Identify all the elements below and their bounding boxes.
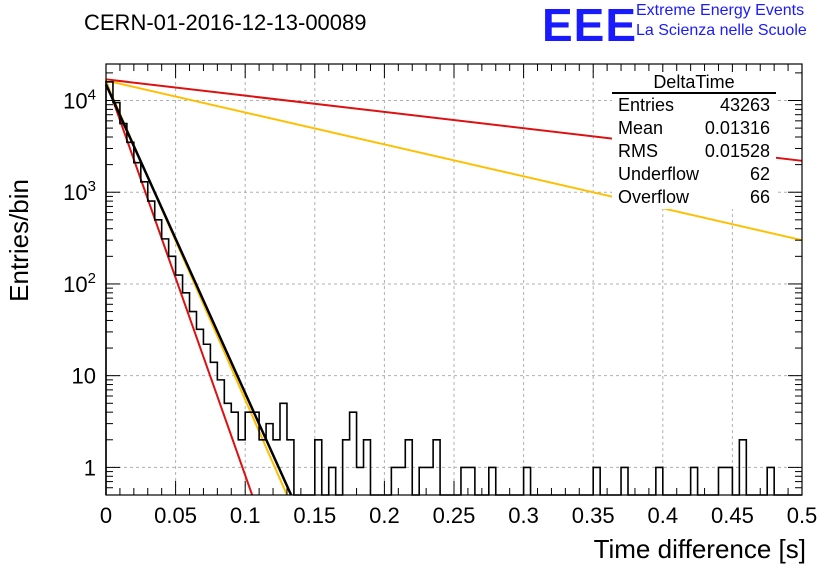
stats-value: 62: [749, 164, 770, 184]
stats-label: Underflow: [618, 164, 700, 184]
y-tick-label: 103: [63, 178, 96, 205]
fit-line: [105, 79, 803, 242]
x-tick-label: 0.05: [154, 503, 197, 528]
y-tick-label: 102: [63, 270, 96, 297]
fit-line: [104, 83, 293, 496]
chart-title: CERN-01-2016-12-13-00089: [84, 10, 367, 35]
y-axis-label-text: Entries/bin: [4, 179, 34, 302]
stats-row-overflow: Overflow 66: [612, 186, 776, 209]
x-tick-label: 0.15: [293, 503, 336, 528]
x-tick-label: 0.45: [711, 503, 754, 528]
x-tick-label: 0.35: [572, 503, 615, 528]
x-tick-label: 0.2: [369, 503, 400, 528]
x-tick-label: 0.3: [508, 503, 539, 528]
logo-line-1: Extreme Energy Events: [636, 2, 805, 19]
x-tick-label: 0: [100, 503, 112, 528]
stats-row-rms: RMS 0.01528: [612, 140, 776, 163]
x-axis-label: Time difference [s]: [593, 534, 806, 564]
stats-title: DeltaTime: [612, 72, 776, 94]
y-tick-label: 104: [63, 86, 96, 113]
stats-box: DeltaTime Entries 43263 Mean 0.01316 RMS…: [612, 72, 776, 209]
fit-line: [105, 80, 254, 496]
x-tick-label: 0.1: [230, 503, 261, 528]
stats-value: 0.01528: [704, 141, 770, 161]
stats-row-underflow: Underflow 62: [612, 163, 776, 186]
x-tick-label: 0.5: [787, 503, 818, 528]
stats-value: 43263: [719, 95, 770, 115]
stats-value: 0.01316: [704, 118, 770, 138]
stats-label: Entries: [618, 95, 675, 115]
stats-label: RMS: [618, 141, 658, 161]
logo-line-2: La Scienza nelle Scuole: [636, 22, 807, 39]
eee-logo-mark: EEE: [542, 0, 638, 51]
stats-row-entries: Entries 43263: [612, 94, 776, 117]
stats-value: 66: [749, 187, 770, 207]
y-tick-label: 10: [72, 364, 96, 389]
y-tick-label: 1: [84, 455, 96, 480]
x-tick-label: 0.4: [648, 503, 679, 528]
stats-row-mean: Mean 0.01316: [612, 117, 776, 140]
stats-label: Mean: [618, 118, 664, 138]
x-tick-label: 0.25: [433, 503, 476, 528]
stats-label: Overflow: [618, 187, 690, 207]
